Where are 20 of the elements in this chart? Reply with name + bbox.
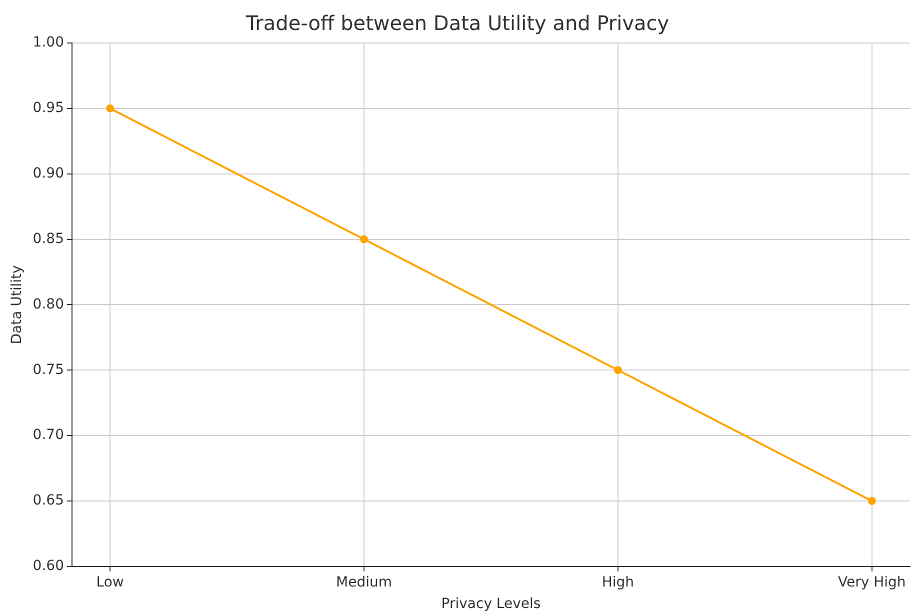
- y-tick-label: 1.00: [32, 34, 64, 51]
- y-axis-title: Data Utility: [9, 265, 26, 344]
- point: [360, 235, 368, 244]
- y-tick-label: 0.95: [32, 100, 64, 116]
- x-tick-label: High: [602, 574, 634, 590]
- y-tick-label: 0.80: [32, 296, 64, 312]
- y-tick-label: 0.90: [32, 165, 64, 182]
- x-tick-label: Very High: [838, 574, 906, 590]
- y-tick-label: 0.85: [32, 230, 64, 247]
- point: [868, 496, 876, 505]
- x-axis-title: Privacy Levels: [441, 596, 541, 612]
- x-tick-label: Low: [96, 574, 124, 590]
- y-tick-label: 0.70: [32, 427, 64, 444]
- y-tick-label: 0.75: [32, 362, 64, 378]
- y-tick-label: 0.65: [32, 492, 64, 509]
- chart-title: Trade-off between Data Utility and Privacy: [244, 11, 670, 36]
- point: [106, 104, 114, 112]
- x-tick-label: Medium: [336, 574, 392, 590]
- point: [614, 366, 622, 374]
- y-tick-label: 0.60: [32, 558, 64, 574]
